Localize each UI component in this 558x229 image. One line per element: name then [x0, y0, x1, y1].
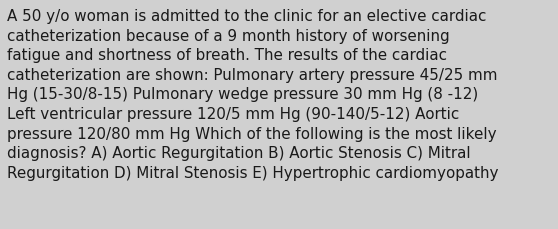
Text: A 50 y/o woman is admitted to the clinic for an elective cardiac
catheterization: A 50 y/o woman is admitted to the clinic… [7, 9, 499, 180]
